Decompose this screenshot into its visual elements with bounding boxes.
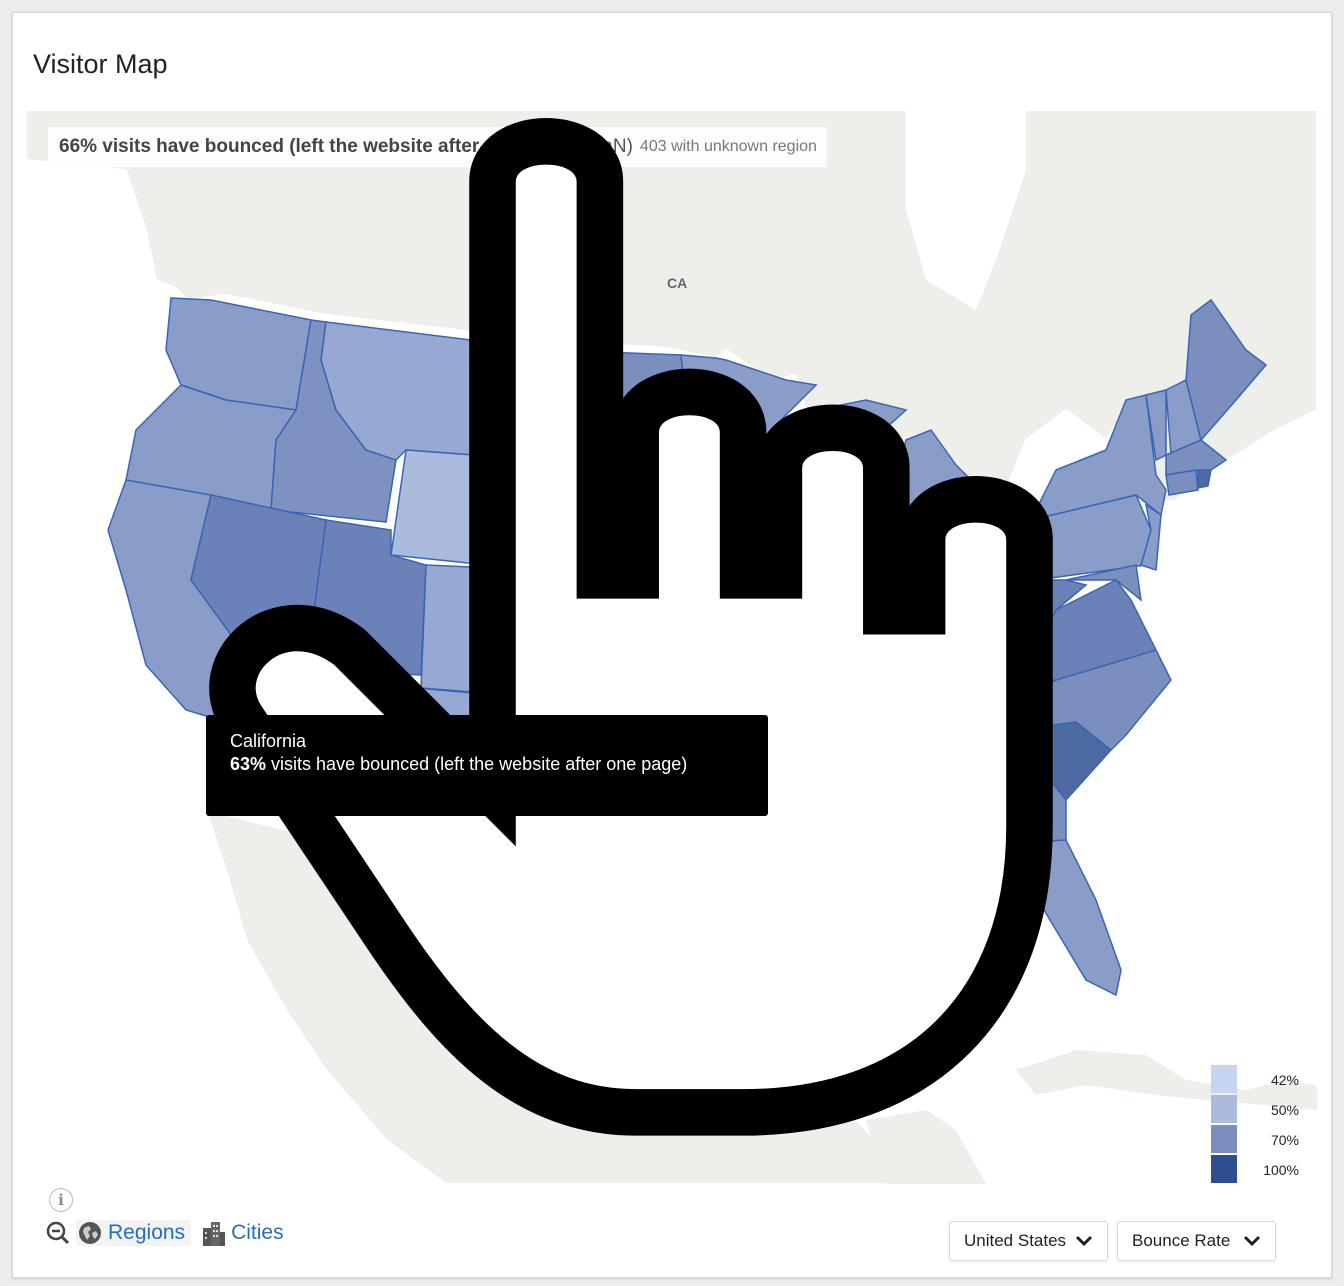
legend-label: 100% (1263, 1162, 1299, 1178)
info-icon[interactable]: i (49, 1188, 73, 1212)
state-rhode-island[interactable] (1197, 469, 1212, 489)
visitor-map-widget: Visitor Map (12, 12, 1332, 1278)
legend-label: 70% (1270, 1132, 1299, 1148)
summary-unknown-region: 403 with unknown region (639, 138, 817, 155)
tooltip-description: visits have bounced (left the website af… (271, 754, 688, 774)
legend-swatch (1211, 1065, 1237, 1093)
legend-item: 42% (1211, 1065, 1301, 1095)
chevron-down-icon (1075, 1235, 1093, 1247)
country-select-value: United States (964, 1231, 1067, 1250)
chevron-down-icon (1243, 1235, 1261, 1247)
summary-metric: 66% visits have bounced (left the websit… (59, 136, 575, 157)
state-new-york[interactable] (1029, 394, 1167, 522)
state-connecticut[interactable] (1165, 469, 1199, 496)
zoom-out-icon[interactable] (46, 1221, 70, 1245)
widget-title: Visitor Map (33, 49, 168, 79)
regions-link[interactable]: Regions (108, 1221, 186, 1244)
tooltip-value: 63% (230, 754, 267, 774)
legend-label: 50% (1270, 1102, 1299, 1118)
map-area[interactable]: 66% visits have bounced (left the websit… (26, 110, 1317, 1184)
hand-cursor-icon (209, 118, 1053, 1136)
legend-swatch (1211, 1095, 1237, 1123)
state-maine[interactable] (1185, 298, 1268, 442)
legend-swatch (1211, 1155, 1237, 1183)
legend-swatch (1211, 1125, 1237, 1153)
legend-item: 100% (1211, 1155, 1301, 1184)
legend-label: 42% (1270, 1072, 1299, 1088)
metric-select[interactable]: Bounce Rate (1117, 1221, 1276, 1261)
globe-icon (79, 1222, 101, 1244)
state-maryland[interactable] (1065, 564, 1143, 602)
color-legend: 42% 50% 70% 100% (1211, 1065, 1301, 1184)
legend-item: 70% (1211, 1125, 1301, 1155)
cities-link[interactable]: Cities (231, 1221, 284, 1244)
legend-item: 50% (1211, 1095, 1301, 1125)
hudson-bay (906, 110, 1026, 310)
country-select[interactable]: United States (949, 1221, 1108, 1261)
region-tooltip: California 63% visits have bounced (left… (206, 715, 768, 816)
summary-bar: 66% visits have bounced (left the websit… (48, 127, 827, 167)
tooltip-region-name: California (230, 731, 307, 751)
state-massachusetts[interactable] (1165, 439, 1228, 476)
central-america (866, 1110, 986, 1184)
country-label-canada: CA (667, 275, 688, 291)
metric-select-value: Bounce Rate (1132, 1231, 1231, 1250)
tooltip-metric: 63% visits have bounced (left the websit… (230, 753, 744, 776)
caribbean-islands (1016, 1050, 1317, 1110)
city-icon (203, 1222, 226, 1246)
view-controls: Regions Cities (46, 1220, 284, 1246)
regions-toggle[interactable]: Regions (76, 1220, 192, 1246)
